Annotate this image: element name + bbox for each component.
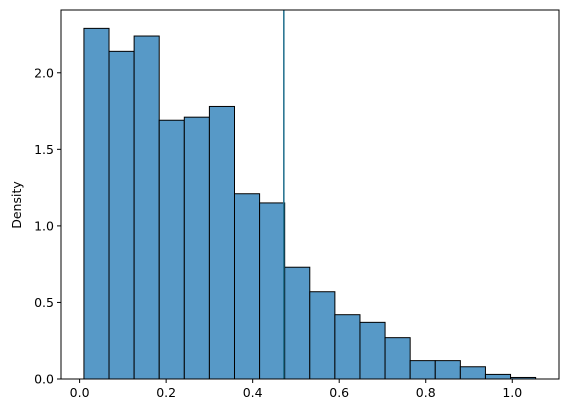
histogram-bar — [359, 321, 386, 380]
histogram-bar — [459, 366, 486, 380]
x-tick-label: 1.0 — [502, 385, 522, 400]
y-tick-label: 0.5 — [34, 295, 54, 310]
histogram-bar — [83, 27, 110, 380]
x-tick-label: 0.0 — [70, 385, 90, 400]
y-tick-label: 0.0 — [34, 372, 54, 387]
histogram-bar — [233, 193, 261, 380]
histogram-bar — [334, 314, 361, 380]
x-axis-ticks: 0.0 0.2 0.4 0.6 0.8 1.0 — [70, 379, 522, 400]
y-axis-ticks: 0.0 0.5 1.0 1.5 2.0 — [34, 65, 61, 387]
x-tick-label: 0.2 — [156, 385, 176, 400]
x-tick-label: 0.4 — [243, 385, 263, 400]
histogram-bar — [484, 373, 512, 380]
y-tick-label: 1.0 — [34, 218, 54, 233]
histogram-bar — [434, 360, 461, 380]
histogram-bar — [108, 50, 135, 380]
histogram-bar — [284, 266, 311, 380]
histogram-bar — [208, 105, 235, 380]
histogram-bar — [384, 337, 411, 380]
histogram-bar — [133, 35, 160, 380]
x-tick-label: 0.8 — [416, 385, 436, 400]
y-tick-label: 2.0 — [34, 65, 54, 80]
histogram-bar — [309, 291, 336, 380]
histogram-bar — [259, 202, 286, 380]
histogram-bar — [409, 360, 436, 380]
histogram-bar — [183, 116, 210, 380]
x-tick-label: 0.6 — [329, 385, 349, 400]
plot-frame — [60, 9, 560, 380]
histogram-bars — [83, 27, 537, 380]
y-axis-label: Density — [9, 181, 24, 229]
histogram-bar — [158, 119, 185, 380]
y-tick-label: 1.5 — [34, 142, 54, 157]
